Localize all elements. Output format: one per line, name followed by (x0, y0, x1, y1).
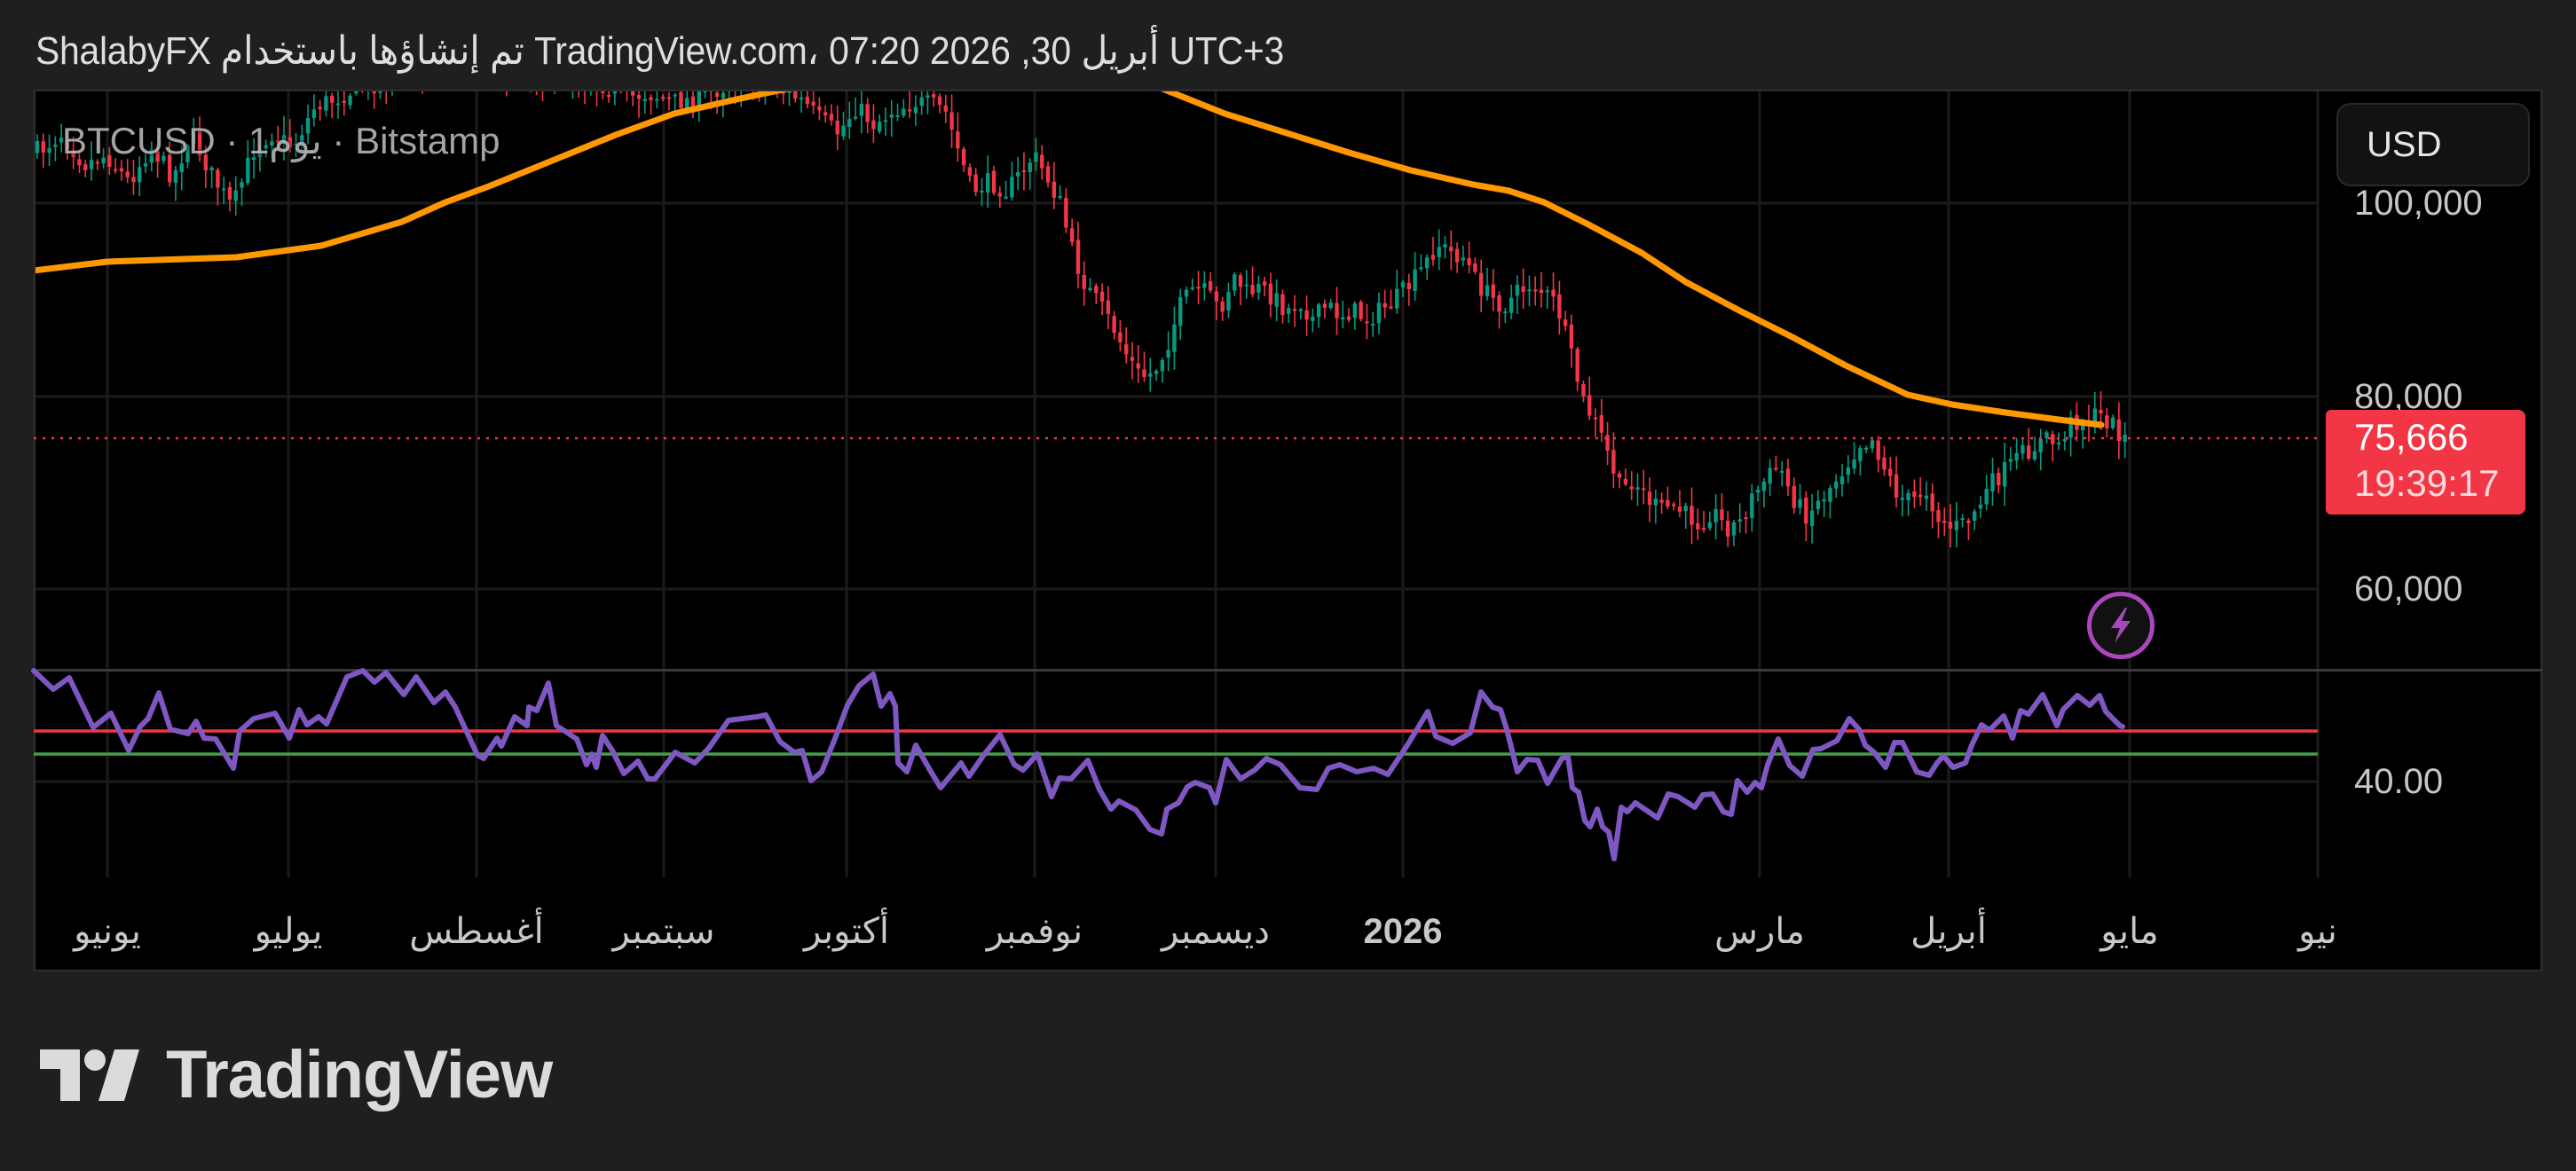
price-tick-label: 100,000 (2354, 184, 2483, 223)
price-pane (35, 91, 2127, 548)
tradingview-logo-text: TradingView (166, 1037, 553, 1112)
symbol-legend[interactable]: BTCUSD · 1يوم · Bitstamp (62, 120, 500, 161)
last-price-badge: 75,666 19:39:17 (2326, 410, 2525, 515)
moving-average-line (35, 91, 2105, 428)
lightning-icon (2111, 608, 2131, 643)
grid-lines (35, 91, 2320, 877)
price-tick-label: 60,000 (2354, 570, 2463, 609)
time-axis-label: أبريل (1910, 912, 1987, 951)
last-price-value: 75,666 (2354, 416, 2469, 458)
time-axis-label: يونيو (74, 912, 141, 951)
lightning-alert-icon[interactable] (2087, 592, 2155, 659)
rsi-pane (31, 668, 2318, 861)
time-axis-label: ديسمبر (1162, 912, 1270, 951)
chart-frame[interactable] (34, 90, 2542, 971)
time-axis-label: يوليو (254, 912, 323, 951)
time-axis-label: نوفمبر (986, 912, 1083, 951)
rsi-line (31, 668, 2125, 861)
time-axis-label: 2026 (1363, 912, 1443, 951)
tradingview-logo[interactable]: TradingView (40, 1037, 553, 1112)
time-axis-label: أكتوبر (803, 912, 890, 951)
tradingview-logo-icon (40, 1049, 139, 1101)
time-axis-label: نيو (2298, 912, 2337, 951)
candlesticks (35, 91, 2127, 548)
time-axis-label: سبتمبر (612, 912, 715, 951)
price-tick-label: 80,000 (2354, 377, 2463, 416)
snapshot-title: ShalabyFX تم إنشاؤها باستخدام TradingVie… (35, 29, 1284, 73)
time-axis-label: أغسطس (409, 912, 544, 951)
time-axis-label: مايو (2100, 912, 2159, 951)
time-axis-label: مارس (1714, 912, 1805, 951)
currency-button[interactable]: USD (2336, 103, 2530, 186)
rsi-tick-label: 40.00 (2354, 762, 2444, 801)
bar-countdown: 19:39:17 (2354, 462, 2500, 504)
